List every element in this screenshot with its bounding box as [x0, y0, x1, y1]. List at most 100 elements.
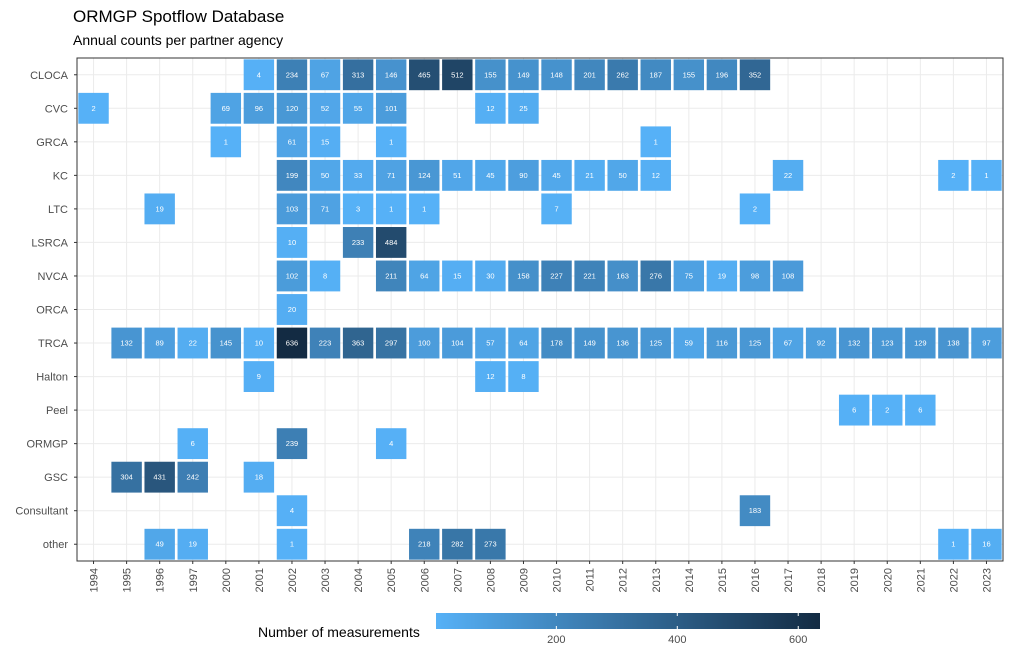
cell-value-label: 12 — [486, 372, 494, 381]
y-tick-label: ORMGP — [26, 439, 68, 451]
cell-value-label: 129 — [914, 339, 927, 348]
cell-value-label: 218 — [418, 540, 431, 549]
cell-value-label: 102 — [286, 271, 299, 280]
heatmap-cell — [739, 495, 771, 527]
cell-value-label: 242 — [186, 473, 199, 482]
cell-value-label: 10 — [288, 238, 296, 247]
heatmap-cell — [475, 92, 506, 124]
cell-value-label: 3 — [356, 204, 360, 213]
heatmap-cell — [905, 394, 936, 426]
cell-value-label: 89 — [156, 339, 164, 348]
heatmap-cell — [409, 528, 440, 560]
cell-value-label: 239 — [286, 439, 299, 448]
heatmap-cell — [375, 159, 407, 191]
y-tick-label: LSRCA — [31, 237, 68, 249]
x-tick-label: 2021 — [915, 568, 927, 592]
cell-value-label: 71 — [321, 204, 329, 213]
y-axis: CLOCA CVC GRCA KC LTC LSRCA NVCA ORCA TRCA Halton… — [15, 70, 77, 551]
legend-colorbar — [436, 613, 820, 629]
cell-value-label: 8 — [521, 372, 525, 381]
cell-value-label: 61 — [288, 137, 296, 146]
heatmap-cell — [508, 260, 539, 292]
y-tick-label: CVC — [45, 103, 68, 115]
cell-value-label: 183 — [749, 506, 762, 515]
cell-value-label: 49 — [156, 540, 164, 549]
heatmap-cell — [309, 193, 341, 225]
heatmap-cell — [938, 159, 969, 191]
heatmap-cell — [706, 59, 738, 91]
cell-value-label: 276 — [649, 271, 662, 280]
cell-value-label: 6 — [191, 439, 195, 448]
cell-value-label: 1 — [389, 204, 393, 213]
heatmap-cell — [342, 327, 374, 359]
x-axis: 1994 1995 1996 1997 2000 2001 2002 2003 2004 2005… — [89, 561, 993, 592]
cell-value-label: 123 — [881, 339, 894, 348]
cell-value-label: 1 — [290, 540, 294, 549]
x-tick-label: 1995 — [122, 568, 134, 592]
heatmap-cell — [342, 159, 374, 191]
y-tick-label: CLOCA — [30, 70, 69, 82]
heatmap-cell — [375, 92, 407, 124]
heatmap-cell — [276, 495, 308, 527]
heatmap-cell — [805, 327, 837, 359]
cell-value-label: 10 — [255, 339, 263, 348]
x-tick-label: 2011 — [585, 568, 597, 592]
cell-value-label: 67 — [321, 70, 329, 79]
heatmap-cell — [640, 159, 671, 191]
heatmap-cell — [508, 327, 539, 359]
x-tick-label: 2023 — [981, 568, 993, 592]
heatmap-cell — [574, 59, 605, 91]
heatmap-cell — [541, 260, 572, 292]
heatmap-cell — [607, 159, 638, 191]
cell-value-label: 16 — [982, 540, 990, 549]
cell-value-label: 19 — [718, 271, 726, 280]
heatmap-cell — [574, 260, 605, 292]
heatmap-cell — [739, 260, 771, 292]
heatmap-cell — [739, 327, 771, 359]
cell-value-label: 262 — [616, 70, 629, 79]
heatmap-cell — [442, 260, 473, 292]
heatmap-cell — [309, 59, 341, 91]
cell-value-label: 2 — [753, 204, 757, 213]
heatmap-cell — [78, 92, 109, 124]
heatmap-cell — [971, 528, 1002, 560]
cell-value-label: 1 — [389, 137, 393, 146]
cell-value-label: 7 — [554, 204, 558, 213]
y-tick-label: GSC — [44, 472, 68, 484]
heatmap-cell — [706, 260, 738, 292]
cell-value-label: 96 — [255, 104, 263, 113]
heatmap-cell — [541, 159, 572, 191]
heatmap-cell — [938, 528, 969, 560]
heatmap-cell — [706, 327, 738, 359]
y-tick-label: KC — [53, 170, 68, 182]
heatmap-cell — [276, 260, 308, 292]
x-tick-label: 2006 — [419, 568, 431, 592]
cell-value-label: 178 — [550, 339, 563, 348]
heatmap-cell — [475, 59, 506, 91]
heatmap-cell — [838, 327, 870, 359]
x-tick-label: 2015 — [717, 568, 729, 592]
heatmap-cell — [309, 327, 341, 359]
heatmap-cell — [144, 327, 175, 359]
heatmap-cell — [144, 461, 175, 493]
cell-value-label: 1 — [422, 204, 426, 213]
cell-value-label: 6 — [852, 406, 856, 415]
chart-title: ORMGP Spotflow Database — [73, 7, 285, 26]
cell-value-label: 155 — [683, 70, 696, 79]
heatmap-cell — [607, 260, 638, 292]
cell-value-label: 33 — [354, 171, 362, 180]
cell-value-label: 125 — [649, 339, 662, 348]
cell-value-label: 52 — [321, 104, 329, 113]
heatmap-cell — [475, 361, 506, 392]
cell-value-label: 136 — [616, 339, 629, 348]
x-tick-label: 1997 — [188, 568, 200, 592]
heatmap-cell — [673, 327, 705, 359]
y-tick-label: GRCA — [36, 137, 68, 149]
y-tick-label: Consultant — [15, 506, 68, 518]
cell-value-label: 431 — [153, 473, 166, 482]
cell-value-label: 149 — [517, 70, 530, 79]
heatmap-cell — [574, 159, 605, 191]
cell-value-label: 30 — [486, 271, 494, 280]
heatmap-cell — [541, 193, 572, 225]
cell-value-label: 313 — [352, 70, 365, 79]
